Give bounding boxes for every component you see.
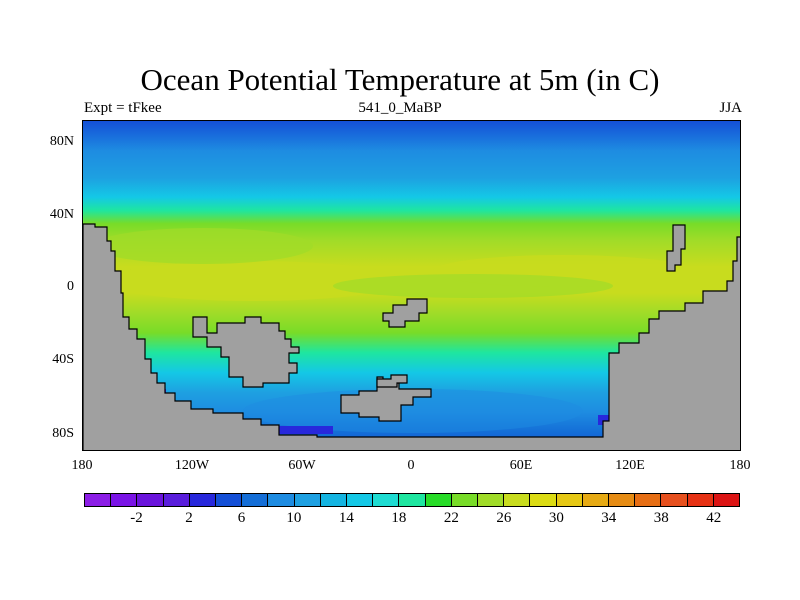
colorbar-tick-label: 26 [496, 510, 512, 526]
colorbar-tick-label: 42 [706, 510, 722, 526]
experiment-label: Expt = tFkee [84, 100, 162, 116]
colorbar-tick-label: 2 [185, 510, 193, 526]
colorbar-swatch [320, 494, 348, 506]
colorbar-swatch [635, 494, 662, 506]
y-tick-label: 40N [49, 207, 74, 222]
season-label: JJA [719, 100, 742, 116]
cold-patch [598, 415, 613, 425]
x-tick-label: 120W [174, 458, 210, 473]
y-tick-label: 80N [49, 134, 74, 149]
colorbar-tick-label: 18 [391, 510, 407, 526]
equatorial-island [382, 298, 428, 328]
colorbar-tick-label: 10 [286, 510, 302, 526]
colorbar-swatch [294, 494, 321, 506]
colorbar-swatch [713, 494, 740, 506]
colorbar-tick-label: 34 [601, 510, 617, 526]
land [83, 223, 740, 450]
x-tick-label: 60E [509, 458, 533, 473]
colorbar-swatch [216, 494, 243, 506]
equatorial-band [333, 274, 613, 298]
x-tick-label: 120E [615, 458, 645, 473]
warm-pool-west [103, 261, 403, 301]
y-tick-label: 40S [52, 352, 74, 367]
colorbar-swatch [373, 494, 400, 506]
x-tick-label: 0 [407, 458, 415, 473]
colorbar-tick-label: 6 [237, 510, 246, 526]
cold-patch [273, 426, 333, 434]
colorbar-swatch [85, 494, 112, 506]
y-tick-label: 0 [67, 279, 74, 294]
colorbar-tick-label: 14 [338, 510, 354, 526]
colorbar-swatch [478, 494, 505, 506]
central-island [376, 374, 408, 388]
colorbar-tick-label: 22 [443, 510, 459, 526]
colorbar-swatch [609, 494, 636, 506]
colorbar-swatch [425, 494, 452, 506]
colorbar-swatch [163, 494, 190, 506]
colorbar-swatch [347, 494, 374, 506]
temperature-map [83, 121, 740, 450]
colorbar-swatch [582, 494, 610, 506]
colorbar-swatch [189, 494, 217, 506]
colorbar-swatch [687, 494, 714, 506]
subtropical-band [93, 228, 313, 264]
colorbar [84, 493, 740, 507]
northeast-island [666, 224, 686, 272]
colorbar-swatch [268, 494, 295, 506]
colorbar-swatch [137, 494, 164, 506]
colorbar-swatch [530, 494, 557, 506]
x-tick-label: 180 [729, 458, 751, 473]
australia-like-continent [192, 316, 300, 388]
map-plot-area [82, 120, 741, 451]
x-tick-label: 180 [71, 458, 93, 473]
x-tick-label: 60W [288, 458, 316, 473]
map-title: Ocean Potential Temperature at 5m (in C) [140, 62, 660, 97]
colorbar-swatch [399, 494, 426, 506]
west-continent [83, 223, 740, 450]
colorbar-swatch [451, 494, 479, 506]
period-label: 541_0_MaBP [358, 100, 442, 116]
colorbar-swatch [556, 494, 583, 506]
y-tick-label: 80S [52, 426, 74, 441]
colorbar-tick-label: 38 [653, 510, 669, 526]
colorbar-tick-label: 30 [548, 510, 564, 526]
colorbar-swatch [661, 494, 688, 506]
colorbar-swatch [111, 494, 138, 506]
southern-cool-band [243, 389, 583, 433]
colorbar-swatch [504, 494, 531, 506]
colorbar-tick-label: -2 [130, 510, 143, 526]
colorbar-swatch [242, 494, 269, 506]
